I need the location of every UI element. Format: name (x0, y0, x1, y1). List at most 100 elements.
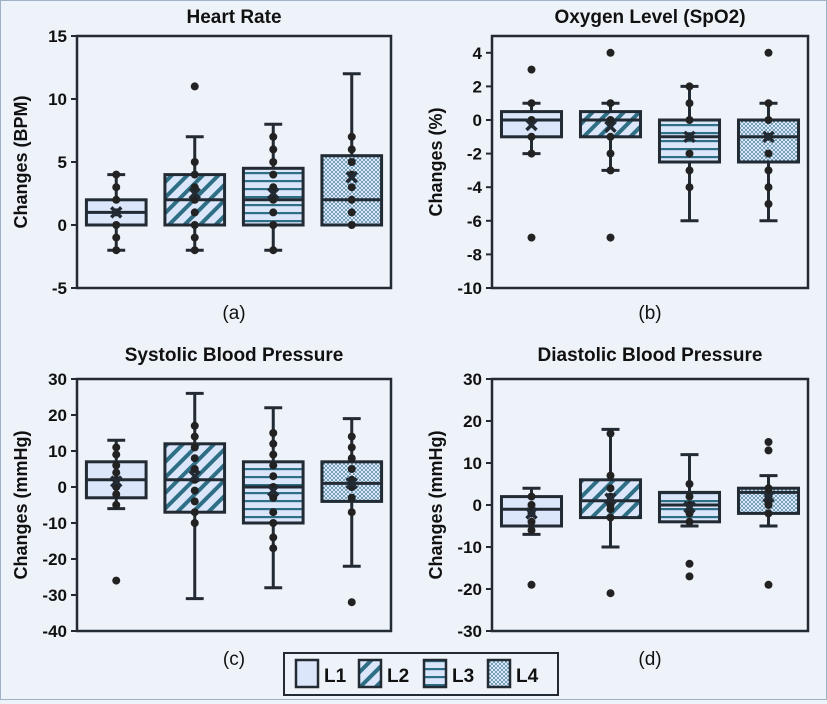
data-point (112, 501, 121, 509)
data-point (112, 183, 121, 192)
data-point (685, 116, 694, 124)
data-point (112, 450, 121, 459)
y-tick-label: 10 (463, 454, 482, 473)
data-point (527, 501, 536, 509)
data-point (190, 82, 199, 91)
data-point (269, 221, 278, 229)
plot-area-frame (490, 34, 810, 290)
mean-marker (110, 206, 123, 219)
legend: L1 L2 L3 L4 (283, 652, 559, 696)
data-point (190, 486, 199, 495)
data-point (347, 454, 356, 463)
data-point (112, 221, 121, 229)
plot-area-frame (75, 377, 393, 633)
y-tick-label: -5 (52, 279, 67, 298)
y-tick-label: -10 (42, 514, 67, 533)
data-point (269, 461, 278, 470)
y-tick-label: -40 (42, 622, 67, 641)
legend-frame (283, 652, 559, 696)
data-point (269, 208, 278, 217)
data-point (269, 450, 278, 459)
box-l1 (84, 438, 148, 585)
data-point (347, 443, 356, 452)
data-point (347, 465, 356, 473)
y-tick-label: -8 (467, 245, 482, 264)
data-point (269, 508, 278, 517)
data-point (764, 166, 773, 175)
data-point (347, 132, 356, 141)
box-l4 (320, 417, 384, 607)
box-l3 (657, 453, 722, 581)
mean-marker (110, 475, 123, 488)
y-axis-label: Changes (mmHg) (426, 430, 446, 579)
panel-sublabel: (c) (223, 649, 245, 670)
box-l3 (657, 82, 722, 223)
data-point (527, 99, 536, 108)
y-tick-label: -30 (42, 586, 67, 605)
y-axis-label: Changes (%) (426, 107, 446, 216)
chart-title: Oxygen Level (SpO2) (554, 7, 745, 28)
data-point (269, 246, 278, 255)
chart-title: Heart Rate (186, 7, 281, 28)
y-tick-label: 5 (58, 153, 67, 172)
data-point (685, 183, 694, 192)
data-point (269, 493, 278, 502)
y-tick-label: 20 (463, 412, 482, 431)
data-point (347, 508, 356, 517)
legend-swatch-l1 (294, 658, 320, 689)
data-point (764, 509, 773, 518)
data-point (764, 48, 773, 57)
data-point (112, 490, 121, 499)
data-point (269, 519, 278, 527)
y-tick-label: -30 (457, 622, 482, 641)
data-point (112, 443, 121, 452)
data-point (685, 166, 694, 175)
data-point (606, 589, 615, 598)
data-point (606, 471, 615, 480)
panel-sublabel: (a) (222, 303, 245, 324)
mean-marker (345, 170, 358, 184)
legend-label-l3: L3 (452, 666, 474, 687)
legend-label-l4: L4 (516, 666, 539, 687)
data-point (269, 533, 278, 542)
box-l4 (320, 72, 384, 229)
data-point (685, 492, 694, 501)
data-point (190, 465, 199, 473)
data-point (606, 149, 615, 158)
data-point (190, 221, 199, 229)
data-point (527, 132, 536, 141)
y-tick-label: 30 (463, 370, 482, 389)
data-point (606, 429, 615, 438)
data-point (190, 443, 199, 452)
chart-title: Systolic Blood Pressure (125, 345, 344, 366)
data-point (606, 513, 615, 522)
chart-panel-3: Systolic Blood Pressure Changes (mmHg) -40… (11, 345, 393, 670)
data-point (112, 233, 121, 242)
y-tick-label: 10 (48, 90, 67, 109)
data-point (685, 572, 694, 581)
y-tick-label: -6 (467, 212, 482, 231)
data-point (347, 158, 356, 166)
box-iqr (736, 118, 801, 164)
y-tick-label: -10 (457, 279, 482, 298)
data-point (685, 517, 694, 526)
data-point (269, 472, 278, 481)
data-point (190, 508, 199, 517)
data-point (527, 526, 536, 535)
data-point (269, 145, 278, 154)
box-l2 (578, 48, 643, 242)
data-point (606, 484, 615, 493)
data-point (190, 519, 199, 527)
data-point (606, 166, 615, 175)
y-tick-label: 0 (473, 111, 482, 130)
box-l4 (736, 48, 801, 223)
data-point (190, 170, 199, 179)
y-axis-label: Changes (mmHg) (11, 430, 31, 579)
data-point (527, 233, 536, 242)
data-point (269, 158, 278, 166)
legend-swatch-l4 (486, 658, 512, 689)
data-point (764, 183, 773, 192)
chart-panel-1: Heart Rate Changes (BPM) -5 0 5 10 15 (a) (11, 7, 393, 324)
data-point (764, 580, 773, 589)
data-point (269, 544, 278, 553)
